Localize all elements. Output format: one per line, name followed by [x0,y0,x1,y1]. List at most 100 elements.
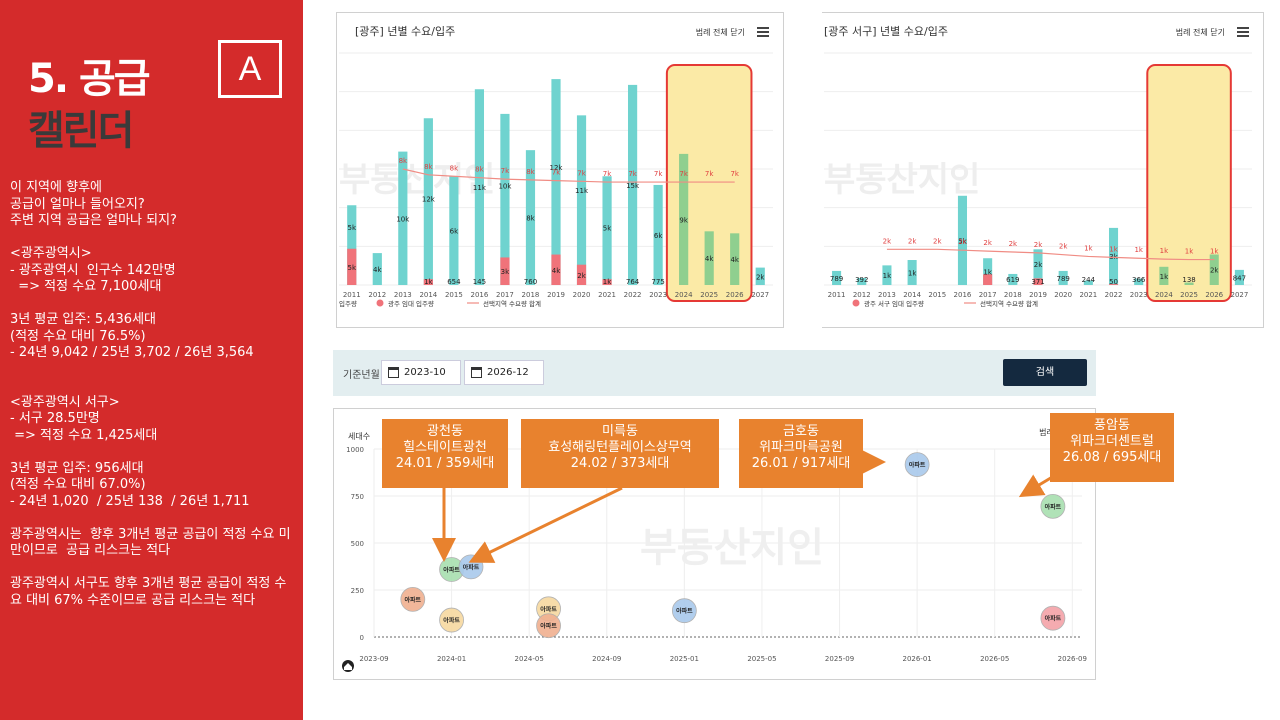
demand-label: 7k [679,170,688,178]
bar-value-label: 3k [501,268,510,276]
demand-label: 7k [705,170,714,178]
bar-value-label: 10k [498,183,512,191]
callout-pungam: 풍암동 위파크더센트럴 26.08 / 695세대 [1050,413,1174,482]
supply-bar [474,89,485,285]
bar-value-label: 5k [348,264,357,272]
supply-bar [372,253,382,285]
filter-label: 기준년월 [343,370,380,381]
bubble-label: 아파트 [909,461,926,469]
rental-bar [423,279,433,285]
legend-close-button[interactable]: 범례 전체 닫기 [695,28,745,37]
bar-value-label: 654 [447,278,461,286]
bubble-label: 아파트 [405,596,422,604]
bar-value-label: 2k [1034,261,1043,269]
callout-complex: 위파크더센트럴 [1070,434,1154,449]
legend-close-button[interactable]: 범례 전체 닫기 [1175,28,1225,37]
x-tick-label: 2025 [700,291,718,299]
demand-label: 7k [603,170,612,178]
bar-value-label: 9k [679,216,688,224]
bubble-label: 아파트 [1045,503,1062,511]
callout-dong: 미륵동 [602,424,638,439]
x-tick-label: 2015 [445,291,463,299]
bar-value-label: 2k [1210,267,1219,275]
bar-value-label: 789 [830,275,843,283]
supply-bar [755,267,765,285]
legend-label: 광주 임대 입주량 [388,300,434,308]
start-date-input[interactable]: 2023-10 [381,360,461,385]
demand-label: 2k [983,239,992,247]
x-tick-label: 2011 [828,291,846,299]
analysis-text: 이 지역에 향후에 공급이 얼마나 들어오지? 주변 지역 공급은 얼마나 되지… [10,180,291,608]
y-tick-label: 250 [351,587,364,595]
callout-gwangcheon: 광천동 힐스테이트광천 24.01 / 359세대 [382,419,508,488]
bubble-label: 아파트 [463,563,480,571]
bar-value-label: 11k [575,187,589,195]
callout-geumho: 금호동 위파크마륵공원 26.01 / 917세대 [739,419,863,488]
supply-bar [983,258,993,285]
x-tick-label: 2023 [1130,291,1148,299]
bar-value-label: 1k [603,278,612,286]
apartment-bubble [536,613,561,639]
demand-label: 1k [1084,244,1093,252]
bar-value-label: 5k [958,237,967,245]
supply-bar [627,84,638,286]
apartment-bubble [439,607,464,633]
bar-value-label: 6k [654,232,663,240]
search-button[interactable]: 검색 [1003,359,1087,386]
supply-bar [679,153,689,285]
bar-value-label: 5k [603,225,612,233]
x-tick-label: 2016 [470,291,488,299]
demand-label: 8k [475,166,484,174]
y-tick-label: 750 [351,493,364,501]
bar-chart-gwangju: 부동산지인 5k 5k 2011 4k 2012 10k 2013 8k 12k 1k 2014 8k 6… [339,52,773,308]
supply-bar [1209,254,1219,285]
x-tick-label: 2026-05 [980,655,1009,663]
x-tick-label: 2011 [343,291,361,299]
rental-bar [983,274,993,285]
supply-bar [857,278,867,285]
bar-value-label: 4k [730,256,739,264]
demand-label: 1k [1160,247,1169,255]
x-tick-label: 2024-05 [515,655,544,663]
x-tick-label: 2024 [1155,291,1173,299]
supply-bar [525,150,536,285]
demand-label: 1k [1210,248,1219,256]
supply-bar [449,176,459,285]
demand-label: 8k [526,168,535,176]
x-tick-label: 2014 [903,291,921,299]
supply-bar [423,118,433,285]
x-tick-label: 2025-01 [670,655,699,663]
bar-value-label: 392 [855,276,868,284]
watermark: 부동산지인 [339,160,495,200]
x-tick-label: 2012 [853,291,871,299]
x-tick-label: 2020 [573,291,591,299]
demand-label: 7k [552,169,561,177]
supply-bar [347,205,357,285]
callout-dong: 금호동 [783,424,819,439]
bar-value-label: 244 [1082,276,1096,284]
x-tick-label: 2013 [878,291,896,299]
home-icon-glyph [344,663,352,670]
bar-value-label: 12k [550,164,564,172]
x-tick-label: 2019 [547,291,565,299]
y-tick-label: 0 [360,634,364,642]
rental-bar [500,257,510,285]
end-date-input[interactable]: 2026-12 [464,360,544,385]
hamburger-menu-icon[interactable] [1237,27,1249,37]
callout-detail: 26.08 / 695세대 [1062,450,1162,465]
supply-bar [1083,280,1093,285]
hamburger-menu-icon[interactable] [757,27,769,37]
highlight-box [1146,64,1232,302]
bar-value-label: 619 [1006,276,1019,284]
bar-value-label: 847 [1233,274,1246,282]
bar-value-label: 15k [626,182,640,190]
bar-value-label: 8k [526,215,535,223]
x-tick-label: 2026-01 [902,655,931,663]
x-tick-label: 2024-01 [437,655,466,663]
bar-value-label: 371 [1031,278,1044,286]
x-tick-label: 2025-09 [825,655,854,663]
callout-dong: 풍암동 [1094,418,1130,433]
x-tick-label: 2016 [954,291,972,299]
demand-label: 7k [577,169,586,177]
x-tick-label: 2024-09 [592,655,621,663]
